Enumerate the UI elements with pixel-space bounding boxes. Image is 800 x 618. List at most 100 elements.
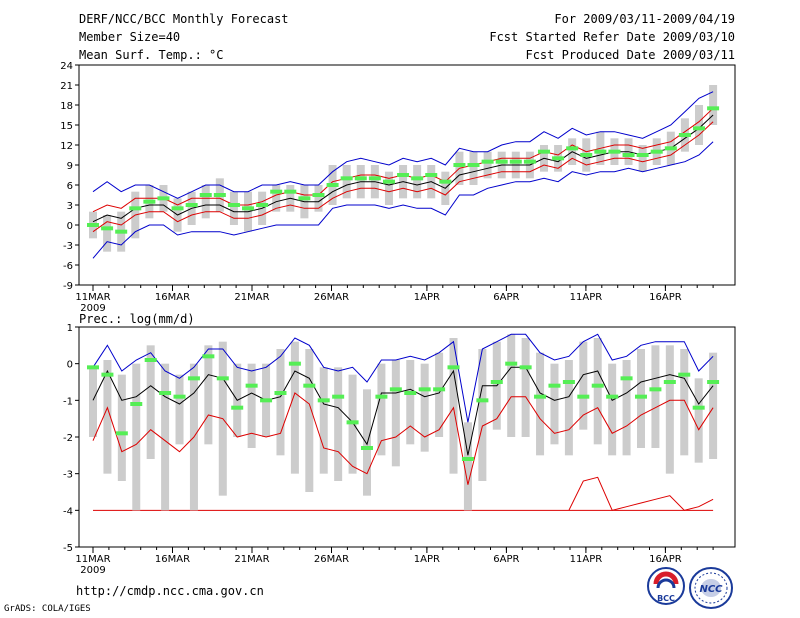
- x-tick-label: 1APR: [414, 292, 440, 303]
- median-marker: [476, 398, 489, 403]
- ensemble-box: [579, 341, 588, 430]
- ensemble-box: [695, 105, 704, 145]
- ensemble-box: [536, 352, 545, 456]
- median-marker: [312, 193, 325, 197]
- y-tick-label: -3: [63, 470, 73, 481]
- y-tick-label: 9: [67, 161, 73, 172]
- y-tick-label: 0: [67, 360, 73, 371]
- median-marker: [591, 383, 604, 388]
- median-marker: [368, 176, 381, 181]
- median-marker: [375, 394, 388, 399]
- median-marker: [608, 149, 621, 154]
- ensemble-box: [709, 85, 718, 125]
- precipitation-panel: -5 -4 -3 -2 -1 0 1 11MAR 16MAR 21MAR 26MAR 1APR 6APR…: [63, 323, 736, 576]
- mean-line: [92, 366, 714, 456]
- median-marker: [227, 203, 240, 207]
- x-tick-label: 6APR: [493, 554, 519, 565]
- x-sub-label: 2009: [80, 565, 105, 576]
- y-tick-label: 3: [67, 201, 73, 212]
- y-tick-label: 18: [60, 101, 73, 112]
- median-marker: [326, 183, 339, 187]
- median-marker: [693, 126, 706, 131]
- median-marker: [332, 394, 345, 399]
- median-marker: [447, 365, 460, 370]
- median-marker: [509, 159, 522, 164]
- median-marker: [274, 391, 287, 395]
- variable-title-temp: Mean Surf. Temp.: °C: [79, 48, 224, 62]
- median-marker: [202, 354, 215, 359]
- median-marker: [340, 176, 353, 181]
- source-url[interactable]: http://cmdp.ncc.cma.gov.cn: [76, 584, 264, 598]
- median-marker: [242, 206, 255, 211]
- ensemble-box: [342, 165, 351, 199]
- median-marker: [199, 193, 212, 197]
- ensemble-box: [103, 215, 112, 252]
- ensemble-box: [608, 363, 617, 456]
- median-marker: [692, 405, 705, 410]
- temperature-panel: -9 -6 -3 0 3 6 9 12 15 18 21 24 11MAR 16MAR 21MAR 26MAR…: [60, 61, 736, 314]
- ensemble-box: [651, 345, 660, 448]
- median-marker: [245, 383, 258, 388]
- median-marker: [552, 156, 565, 161]
- y-tick-label: -5: [63, 543, 73, 554]
- y-tick-label: 21: [60, 81, 73, 92]
- envelope-max-line: [92, 333, 714, 423]
- median-marker: [144, 358, 157, 362]
- median-marker: [346, 420, 359, 425]
- bcc-logo-icon: BCC: [647, 567, 685, 605]
- ensemble-box: [435, 352, 444, 437]
- median-marker: [157, 196, 170, 201]
- ensemble-box: [117, 374, 126, 481]
- median-marker: [360, 446, 373, 450]
- ensemble-box: [665, 345, 674, 474]
- ensemble-box: [406, 360, 415, 445]
- median-marker: [260, 398, 273, 403]
- lower-line: [92, 392, 714, 485]
- median-marker: [594, 149, 607, 154]
- median-marker: [505, 361, 518, 366]
- ensemble-box: [175, 374, 184, 445]
- ensemble-box: [622, 360, 631, 456]
- ensemble-box: [319, 367, 328, 474]
- median-marker: [622, 153, 635, 157]
- median-marker: [288, 361, 301, 366]
- ensemble-box: [449, 338, 458, 474]
- ensemble-box: [550, 363, 559, 445]
- x-tick-label: 16APR: [649, 554, 682, 565]
- median-marker: [185, 203, 198, 207]
- median-marker: [231, 405, 244, 410]
- ensemble-box: [391, 360, 400, 467]
- y-tick-label: 24: [60, 61, 73, 72]
- forecast-period: For 2009/03/11-2009/04/19: [554, 12, 735, 26]
- median-marker: [404, 391, 417, 395]
- ncc-logo-icon: NCC: [689, 567, 733, 609]
- y-tick-label: 15: [60, 121, 73, 132]
- median-marker: [425, 173, 438, 177]
- x-tick-label: 26MAR: [314, 292, 349, 303]
- median-marker: [173, 394, 186, 399]
- median-marker: [534, 394, 547, 399]
- median-marker: [171, 206, 184, 211]
- header-title: DERF/NCC/BCC Monthly Forecast: [79, 12, 289, 26]
- envelope-max-line: [92, 91, 714, 199]
- ensemble-box: [377, 363, 386, 456]
- y-tick-label: -1: [63, 396, 73, 407]
- x-tick-label: 21MAR: [234, 554, 269, 565]
- x-tick-label: 21MAR: [234, 292, 269, 303]
- y-tick-label: -9: [63, 281, 73, 292]
- median-marker: [389, 387, 402, 392]
- ensemble-box: [103, 360, 112, 474]
- ensemble-box: [420, 363, 429, 452]
- median-marker: [187, 376, 200, 381]
- median-marker: [129, 206, 142, 211]
- median-marker: [649, 387, 662, 392]
- y-tick-label: -2: [63, 433, 73, 444]
- median-marker: [101, 226, 114, 231]
- median-marker: [143, 199, 156, 204]
- median-marker: [562, 380, 575, 384]
- median-marker: [453, 163, 466, 167]
- y-tick-label: -3: [63, 241, 73, 252]
- envelope-min-line: [92, 141, 714, 259]
- median-marker: [284, 189, 297, 194]
